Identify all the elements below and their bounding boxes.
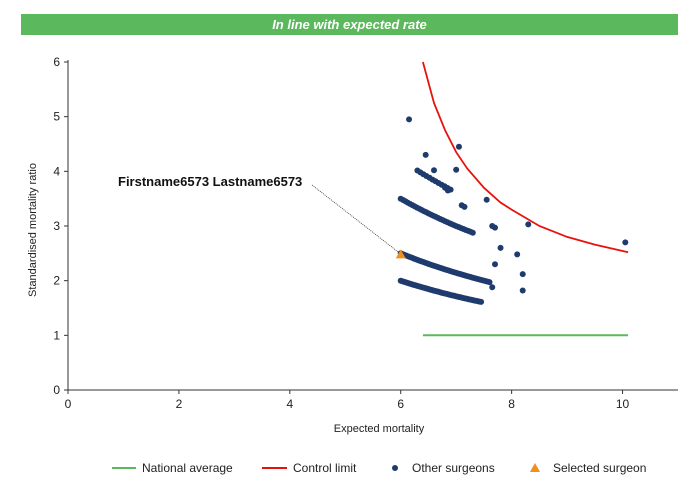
x-axis-title: Expected mortality (334, 423, 425, 435)
y-tick-label: 3 (53, 219, 60, 233)
other-surgeon-point (492, 224, 498, 231)
other-surgeon-point (453, 166, 460, 173)
other-surgeon-point (486, 279, 493, 286)
x-tick-label: 8 (508, 397, 515, 411)
other-surgeon-point (431, 167, 437, 174)
y-tick-label: 1 (53, 328, 60, 342)
y-tick-label: 0 (53, 383, 60, 397)
y-tick-label: 4 (53, 164, 60, 178)
other-surgeon-point (483, 196, 490, 203)
other-surgeon-point (514, 251, 521, 258)
legend-label-other-surgeons: Other surgeons (412, 461, 495, 475)
y-axis-title: Standardised mortality ratio (27, 163, 39, 297)
other-surgeon-point (422, 151, 429, 158)
other-surgeon-point (489, 284, 496, 291)
x-tick-label: 10 (616, 397, 630, 411)
other-surgeon-point (519, 287, 526, 294)
legend-label-national-average: National average (142, 461, 233, 475)
status-banner: In line with expected rate (21, 14, 678, 35)
other-surgeon-point (497, 244, 504, 251)
other-surgeon-point (492, 261, 498, 268)
x-tick-label: 4 (286, 397, 293, 411)
annotation-leader-line (311, 184, 399, 253)
selected-surgeon-point (395, 249, 406, 259)
other-surgeon-point (406, 116, 413, 123)
other-surgeon-point (622, 239, 629, 246)
legend-label-selected-surgeon: Selected surgeon (553, 461, 646, 475)
y-tick-label: 6 (53, 55, 60, 69)
y-tick-label: 5 (53, 110, 60, 124)
control-limit-curve (422, 61, 629, 254)
other-surgeon-point (478, 298, 485, 305)
other-surgeon-point (444, 187, 451, 194)
legend-swatch-selected-surgeon (530, 463, 540, 472)
other-surgeon-point (469, 229, 476, 236)
x-tick-label: 0 (65, 397, 72, 411)
legend-swatch-other-surgeons (392, 465, 398, 471)
selected-surgeon-name-label: Firstname6573 Lastname6573 (118, 174, 302, 189)
x-tick-label: 6 (397, 397, 404, 411)
other-surgeon-point (455, 143, 462, 150)
x-tick-label: 2 (176, 397, 183, 411)
other-surgeon-point (525, 221, 532, 228)
y-tick-label: 2 (53, 274, 60, 288)
other-surgeon-point (461, 203, 468, 210)
legend-label-control-limit: Control limit (293, 461, 357, 475)
other-surgeon-point (519, 271, 526, 278)
